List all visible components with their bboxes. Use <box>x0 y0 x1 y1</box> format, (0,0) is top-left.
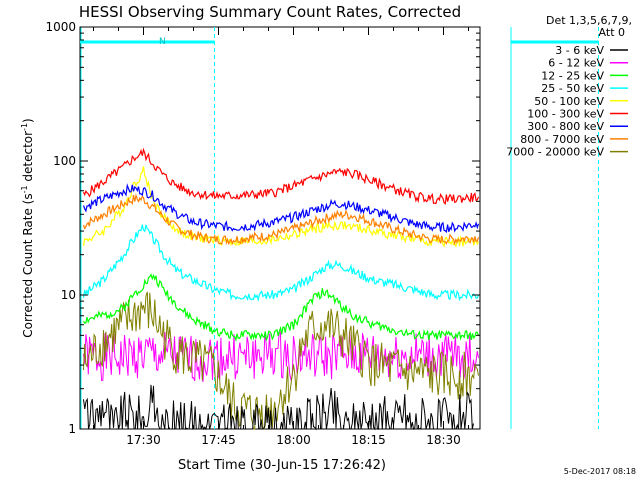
legend-label: 25 - 50 keV <box>541 82 604 95</box>
night-markers <box>80 27 599 429</box>
y-tick-label: 1 <box>68 422 76 436</box>
series-line-4 <box>82 166 480 248</box>
x-tick-label: 18:00 <box>276 433 311 447</box>
x-axis-label: Start Time (30-Jun-15 17:26:42) <box>178 458 386 473</box>
x-tick-label: 17:30 <box>126 433 161 447</box>
y-axis-label: Corrected Count Rate (s-1 detector-1) <box>20 118 35 337</box>
series-line-0 <box>83 384 474 431</box>
series-group <box>82 147 480 431</box>
series-line-2 <box>82 273 480 342</box>
legend-label: 7000 - 20000 keV <box>506 146 604 159</box>
x-tick-label: 18:30 <box>426 433 461 447</box>
night-marker-label: N <box>159 37 166 47</box>
y-tick-label: 100 <box>53 154 76 168</box>
series-line-5 <box>82 147 480 205</box>
series-line-8 <box>83 291 479 430</box>
y-tick-label: 10 <box>61 288 76 302</box>
legend-label: 12 - 25 keV <box>541 69 604 82</box>
y-axis-label-mid: detector <box>21 131 35 186</box>
y-axis-label-main: Corrected Count Rate (s <box>21 193 35 337</box>
y-axis-label-end: ) <box>21 118 35 123</box>
legend-label: 3 - 6 keV <box>555 44 604 57</box>
series-line-1 <box>83 331 479 383</box>
legend-header-2: Att 0 <box>599 26 625 39</box>
legend-label: 300 - 800 keV <box>527 120 604 133</box>
legend-label: 6 - 12 keV <box>548 57 604 70</box>
x-tick-label: 17:45 <box>201 433 236 447</box>
series-line-7 <box>82 193 480 246</box>
footer-date: 5-Dec-2017 08:18 <box>564 467 636 476</box>
legend-label: 50 - 100 keV <box>534 95 604 108</box>
y-axis-label-sup1: -1 <box>20 185 29 193</box>
series-line-3 <box>82 224 480 302</box>
legend-label: 100 - 300 keV <box>527 108 604 121</box>
x-tick-label: 18:15 <box>351 433 386 447</box>
legend-header-1: Det 1,3,5,6,7,9, <box>546 14 632 27</box>
axes: 17:30 17:45 18:00 18:15 18:30 1 10 100 1000 <box>45 20 480 447</box>
legend-label: 800 - 7000 keV <box>520 133 604 146</box>
y-tick-label: 1000 <box>45 20 76 34</box>
chart-title: HESSI Observing Summary Count Rates, Cor… <box>79 3 461 21</box>
y-axis-label-sup2: -1 <box>20 123 29 131</box>
series-line-6 <box>82 183 480 234</box>
